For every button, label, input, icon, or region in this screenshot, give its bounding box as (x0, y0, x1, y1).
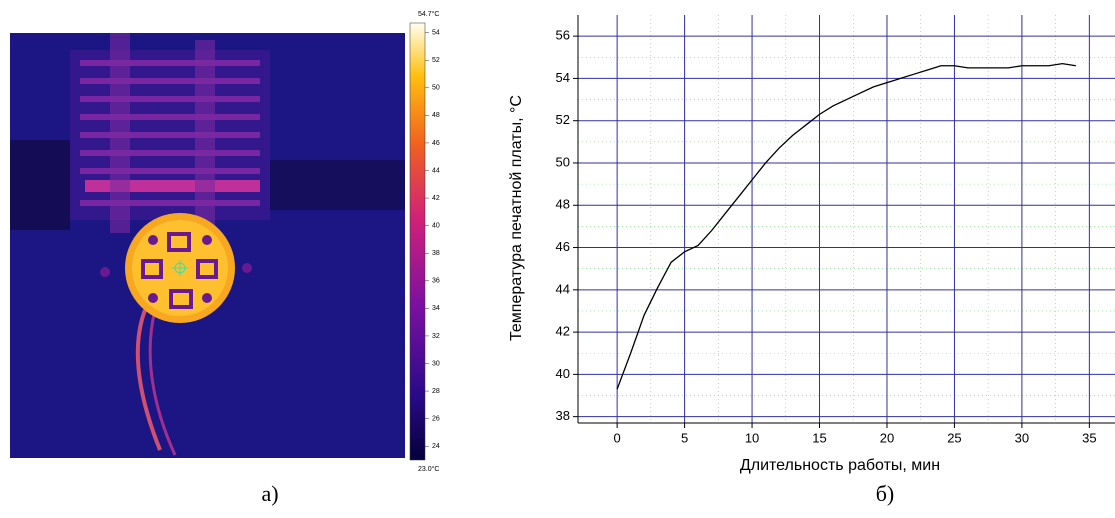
y-tick-label: 50 (556, 154, 570, 169)
colorbar-tick-label: 28 (432, 388, 440, 395)
colorbar-tick-label: 24 (432, 443, 440, 450)
colorbar-tick-label: 54 (432, 29, 440, 36)
colorbar-tick-label: 44 (432, 167, 440, 174)
x-tick-label: 10 (745, 430, 759, 445)
y-tick-label: 52 (556, 112, 570, 127)
y-tick-label: 48 (556, 197, 570, 212)
x-tick-label: 15 (812, 430, 826, 445)
colorbar-tick-label: 52 (432, 57, 440, 64)
caption: б) (876, 481, 895, 506)
y-tick-label: 54 (556, 70, 570, 85)
y-tick-label: 46 (556, 239, 570, 254)
y-tick-label: 56 (556, 28, 570, 43)
y-tick-label: 42 (556, 324, 570, 339)
x-axis-label: Длительность работы, мин (740, 457, 940, 474)
colorbar (409, 22, 426, 461)
y-tick-label: 38 (556, 408, 570, 423)
x-tick-label: 35 (1082, 430, 1096, 445)
colorbar-max: 54.7°C (418, 10, 439, 18)
caption: а) (261, 481, 278, 506)
x-tick-label: 25 (947, 430, 961, 445)
colorbar-min: 23.0°C (418, 465, 439, 473)
colorbar-tick-label: 32 (432, 333, 440, 340)
y-tick-label: 44 (556, 281, 570, 296)
colorbar-tick-label: 34 (432, 305, 440, 312)
colorbar-tick-label: 38 (432, 250, 440, 257)
x-tick-label: 5 (681, 430, 688, 445)
data-line (616, 62, 1076, 390)
colorbar-tick-label: 26 (432, 415, 440, 422)
colorbar-tick-label: 42 (432, 195, 440, 202)
y-tick-label: 40 (556, 366, 570, 381)
colorbar-tick-label: 48 (432, 112, 440, 119)
colorbar-tick-label: 40 (432, 222, 440, 229)
colorbar-tick-label: 46 (432, 140, 440, 147)
x-tick-label: 30 (1015, 430, 1029, 445)
colorbar-tick-label: 50 (432, 85, 440, 92)
colorbar-tick-label: 30 (432, 360, 440, 367)
colorbar-tick-label: 36 (432, 278, 440, 285)
y-axis-label: Температура печатной платы, °C (508, 95, 525, 341)
x-tick-label: 0 (614, 430, 621, 445)
thermal-image (10, 33, 405, 458)
x-tick-label: 20 (880, 430, 894, 445)
